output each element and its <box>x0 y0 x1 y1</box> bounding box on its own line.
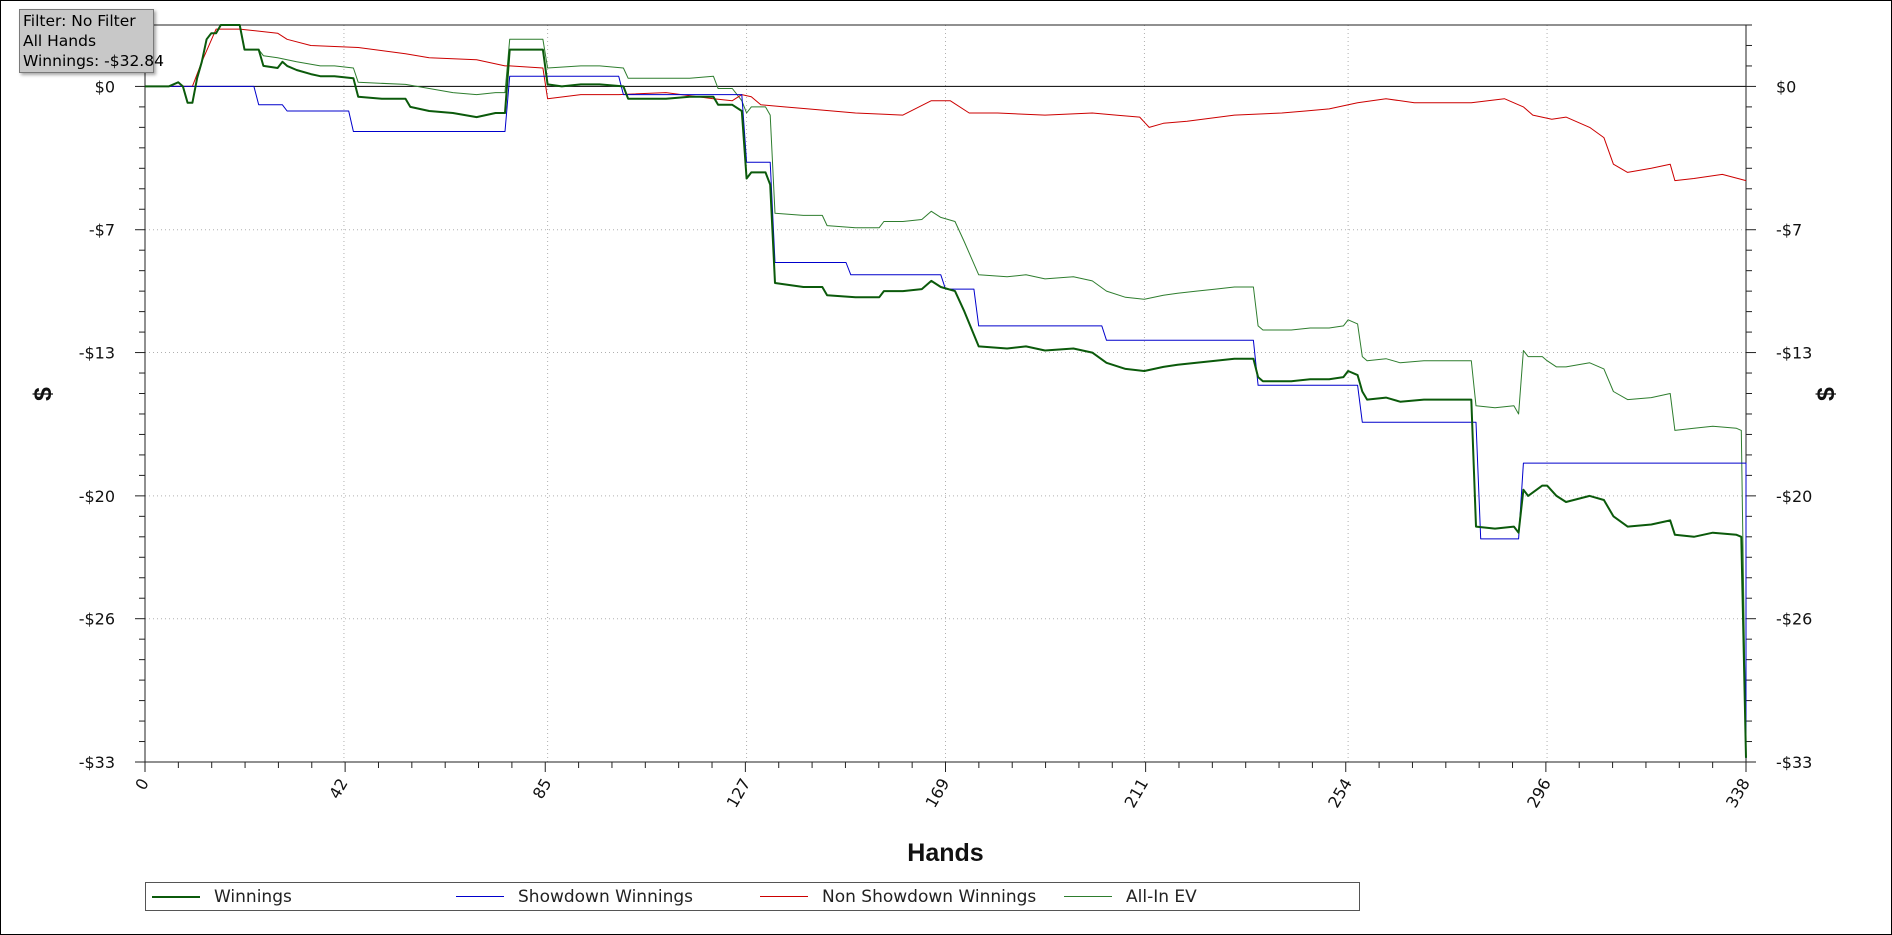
y-axis-title-left: $ <box>29 387 57 401</box>
y-tick-label-left: -$33 <box>79 753 115 772</box>
legend-label-non-showdown: Non Showdown Winnings <box>822 886 1037 907</box>
axis-ticks <box>135 24 1756 772</box>
y-tick-label-left: $0 <box>95 77 115 96</box>
legend-item-non-showdown: Non Showdown Winnings <box>760 883 1036 910</box>
series-non-showdown-winnings <box>145 28 1747 182</box>
grid-lines <box>145 25 1746 762</box>
x-tick-label: 211 <box>1121 775 1153 811</box>
legend-label-showdown: Showdown Winnings <box>518 886 693 907</box>
y-tick-label-right: -$20 <box>1776 487 1812 506</box>
x-axis-title: Hands <box>907 839 983 867</box>
legend-label-winnings: Winnings <box>214 886 292 907</box>
plot-area-border <box>144 24 1747 763</box>
y-tick-label-left: -$20 <box>79 487 115 506</box>
legend-item-all-in-ev: All-In EV <box>1064 883 1197 910</box>
x-tick-label: 254 <box>1324 775 1356 811</box>
x-tick-label: 127 <box>723 775 755 811</box>
tick-labels: $0 $0 -$7 -$7 -$13 -$13 -$20 -$20 -$26 -$26 -$33 -$… <box>79 77 1813 811</box>
y-tick-label-left: -$13 <box>79 344 115 363</box>
y-tick-label-right: -$26 <box>1776 610 1812 629</box>
y-tick-label-right: $0 <box>1776 77 1796 96</box>
legend-item-winnings: Winnings <box>152 883 292 910</box>
chart-legend: Winnings Showdown Winnings Non Showdown … <box>145 882 1360 911</box>
x-tick-label: 296 <box>1523 775 1555 811</box>
legend-swatch-winnings <box>152 895 200 898</box>
plot-border <box>144 24 1747 763</box>
y-tick-label-right: -$33 <box>1776 753 1812 772</box>
filter-label: Filter: No Filter <box>23 12 136 30</box>
series-all-in-ev <box>145 24 1747 758</box>
y-axis-title-right: $ <box>1812 387 1840 401</box>
x-tick-label: 0 <box>131 775 153 793</box>
legend-swatch-showdown <box>456 896 504 897</box>
legend-swatch-non-showdown <box>760 896 808 897</box>
x-tick-label: 338 <box>1722 775 1754 811</box>
series-winnings <box>145 24 1747 758</box>
filter-info-box: Filter: No Filter All Hands Winnings: -$… <box>19 9 164 73</box>
hands-label: All Hands <box>23 32 97 50</box>
y-tick-label-right: -$13 <box>1776 344 1812 363</box>
y-tick-label-left: -$7 <box>89 221 115 240</box>
winnings-total: Winnings: -$32.84 <box>23 52 164 70</box>
series-showdown-winnings <box>145 75 1747 758</box>
legend-swatch-all-in-ev <box>1064 896 1112 897</box>
legend-item-showdown: Showdown Winnings <box>456 883 693 910</box>
x-tick-label: 169 <box>922 775 954 811</box>
series-layer <box>145 24 1747 758</box>
x-tick-label: 85 <box>529 775 556 802</box>
legend-label-all-in-ev: All-In EV <box>1126 886 1197 907</box>
y-tick-label-left: -$26 <box>79 610 115 629</box>
y-tick-label-right: -$7 <box>1776 221 1802 240</box>
x-tick-label: 42 <box>325 775 352 802</box>
